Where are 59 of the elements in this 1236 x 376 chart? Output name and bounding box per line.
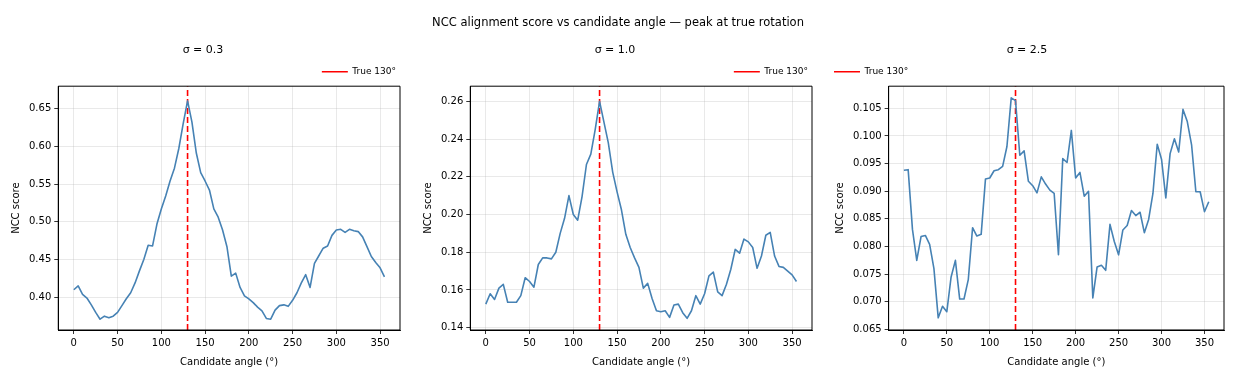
x-tick-label: 100 (980, 336, 1000, 348)
y-tick-label: 0.16 (441, 283, 464, 295)
x-tick-label: 200 (239, 336, 259, 348)
y-tick-label: 0.24 (441, 132, 464, 144)
y-tick-label: 0.45 (29, 253, 52, 265)
x-tick-label: 250 (283, 336, 303, 348)
y-tick-label: 0.40 (29, 290, 52, 302)
y-tick-label: 0.60 (29, 139, 52, 151)
y-tick-label: 0.22 (441, 170, 464, 182)
y-tick-label: 0.65 (29, 102, 52, 114)
x-tick-label: 50 (111, 336, 124, 348)
y-tick-label: 0.070 (852, 295, 882, 307)
y-tick-label: 0.14 (441, 321, 464, 333)
x-tick-label: 200 (1066, 336, 1086, 348)
chart-title: σ = 2.5 (1006, 43, 1048, 57)
y-tick-label: 0.50 (29, 215, 52, 227)
legend-label: True 130° (863, 66, 909, 77)
x-axis-title: Candidate angle (°) (592, 355, 691, 367)
y-tick-label: 0.085 (852, 212, 882, 224)
x-tick-label: 350 (1194, 336, 1215, 348)
x-tick-label: 300 (1151, 336, 1172, 348)
x-tick-label: 50 (523, 336, 536, 348)
x-tick-label: 100 (151, 336, 171, 348)
x-tick-label: 150 (195, 336, 215, 348)
y-tick-label: 0.55 (29, 177, 52, 189)
y-tick-label: 0.20 (441, 208, 464, 220)
x-tick-label: 0 (482, 336, 489, 348)
y-tick-label: 0.080 (852, 240, 882, 252)
legend-label: True 130° (351, 66, 396, 77)
y-tick-label: 0.075 (852, 267, 882, 279)
x-tick-label: 150 (607, 336, 627, 348)
x-tick-label: 350 (782, 336, 802, 348)
y-axis-title: NCC score (9, 182, 21, 234)
y-axis-title: NCC score (833, 182, 845, 234)
text: NCC alignment score vs candidate angle — peak at true rotation (432, 15, 804, 29)
x-tick-label: 250 (1109, 336, 1129, 348)
x-tick-label: 250 (695, 336, 715, 348)
x-tick-label: 300 (326, 336, 346, 348)
x-tick-label: 50 (940, 336, 954, 348)
x-tick-label: 350 (370, 336, 390, 348)
y-tick-label: 0.090 (852, 184, 882, 196)
x-tick-label: 200 (651, 336, 671, 348)
x-tick-label: 300 (738, 336, 758, 348)
x-tick-label: 150 (1023, 336, 1043, 348)
x-axis-title: Candidate angle (°) (1007, 355, 1106, 367)
x-tick-label: 0 (900, 336, 908, 348)
chart-title: σ = 0.3 (182, 43, 224, 57)
y-tick-label: 0.065 (852, 323, 882, 335)
y-axis-title: NCC score (421, 182, 433, 234)
x-tick-label: 100 (563, 336, 583, 348)
y-tick-label: 0.095 (852, 157, 882, 169)
y-tick-label: 0.18 (441, 245, 464, 257)
y-tick-label: 0.105 (852, 101, 882, 113)
x-axis-title: Candidate angle (°) (180, 355, 279, 367)
chart-title: σ = 1.0 (594, 43, 636, 57)
y-tick-label: 0.100 (852, 129, 882, 141)
legend-label: True 130° (763, 66, 808, 77)
x-tick-label: 0 (70, 336, 77, 348)
y-tick-label: 0.26 (441, 94, 464, 106)
